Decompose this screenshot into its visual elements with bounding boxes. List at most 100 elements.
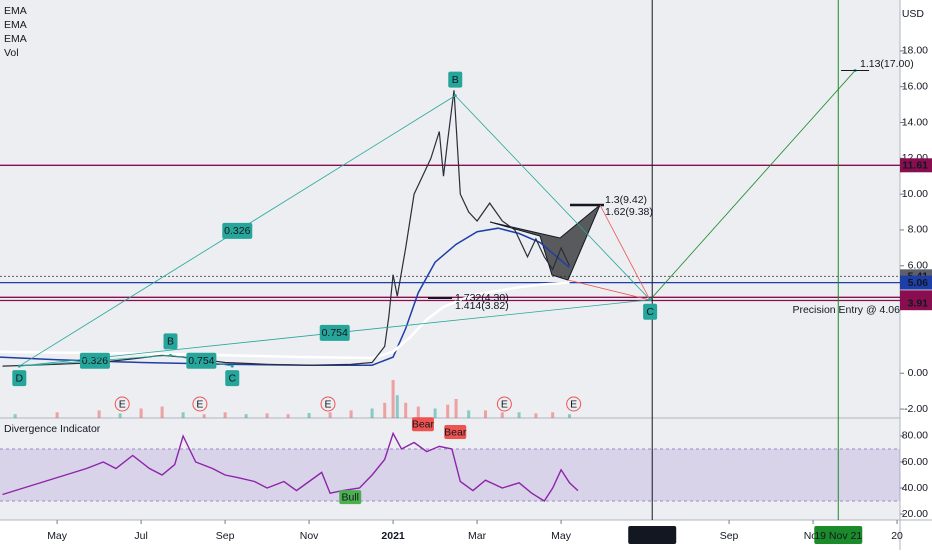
y-tick-label: 40.00: [902, 482, 928, 494]
volume-bar: [395, 395, 399, 418]
point-label: B: [452, 74, 459, 86]
ratio-label: 0.754: [322, 327, 348, 339]
pattern-point: [17, 364, 21, 368]
signal-label: Bull: [341, 491, 359, 503]
volume-bar: [223, 412, 227, 418]
projection-line: [599, 204, 651, 301]
x-tick-label: 20: [891, 530, 903, 542]
earnings-marker: [320, 396, 336, 412]
volume-bar: [446, 404, 450, 418]
ratio-box: [79, 352, 110, 369]
volume-bar: [13, 414, 17, 418]
time-axis-background: [0, 520, 932, 550]
volume-bar: [404, 402, 408, 418]
volume-bar: [328, 412, 332, 418]
volume-bar: [534, 413, 538, 418]
volume-bar: [567, 414, 571, 418]
volume-bar: [55, 412, 59, 418]
x-tick-label: Sep: [216, 530, 235, 542]
signal-label: Bear: [444, 426, 467, 438]
point-label: C: [646, 306, 654, 318]
point-label: B: [167, 336, 174, 348]
x-tick-label: Jul: [134, 530, 147, 542]
volume-bar: [349, 410, 353, 418]
annotation: 1.13(17.00): [860, 58, 914, 70]
indicator-band: [0, 448, 900, 502]
volume-bar: [181, 412, 185, 418]
signal-box: [411, 417, 434, 432]
earnings-marker: [192, 396, 208, 412]
point-box: [12, 370, 27, 387]
point-box: [448, 71, 463, 88]
level-label: 5.06: [908, 277, 929, 289]
pattern-segment: [649, 70, 856, 301]
time-marker-label: 19 Nov 21: [814, 530, 862, 542]
volume-bar: [286, 414, 290, 418]
ema-line: [0, 227, 570, 366]
y-tick-label: 0.00: [908, 367, 929, 379]
point-box: [163, 333, 178, 350]
earnings-label: E: [324, 398, 331, 410]
currency-label: USD: [902, 8, 925, 20]
annotation: 1.414(3.82): [455, 300, 509, 312]
ratio-label: 0.326: [82, 355, 108, 367]
y-tick-label: 80.00: [902, 430, 928, 442]
y-tick-label: 6.00: [908, 260, 929, 272]
y-tick-label: 16.00: [902, 80, 928, 92]
pattern-point: [169, 353, 173, 357]
projection-line: [567, 279, 651, 301]
volume-bar: [244, 414, 248, 418]
y-tick-label: 10.00: [902, 188, 928, 200]
x-tick-label: Sep: [720, 530, 739, 542]
point-label: C: [228, 372, 236, 384]
level-box: [900, 296, 932, 311]
annotation: 1.732(4.30): [455, 292, 509, 304]
legend-label: EMA: [4, 19, 27, 31]
signal-box: [444, 425, 467, 440]
volume-bar: [265, 413, 269, 418]
earnings-label: E: [119, 398, 126, 410]
legend-label: EMA: [4, 33, 27, 45]
y-tick-label: 60.00: [902, 456, 928, 468]
indicator-title: Divergence Indicator: [4, 423, 101, 435]
volume-bar: [202, 414, 206, 418]
y-tick-label: 8.00: [908, 224, 929, 236]
volume-bar: [500, 412, 504, 418]
point-box: [225, 370, 240, 387]
indicator-line: [2, 431, 579, 502]
pattern-point: [230, 364, 234, 368]
volume-bar: [370, 408, 374, 418]
volume-bar: [433, 408, 437, 418]
x-tick-label: May: [551, 530, 572, 542]
earnings-label: E: [196, 398, 203, 410]
legend-label: Vol: [4, 47, 19, 59]
ratio-box: [186, 352, 217, 369]
point-label: D: [16, 372, 24, 384]
earnings-label: E: [570, 398, 577, 410]
level-label: 3.91: [908, 297, 929, 309]
volume-bar: [307, 413, 311, 418]
y-tick-label: 14.00: [902, 116, 928, 128]
time-marker-label: 06 Jul 21: [631, 530, 674, 542]
annotation: Precision Entry @ 4.06: [792, 304, 900, 316]
x-tick-label: May: [47, 530, 68, 542]
earnings-marker: [566, 396, 582, 412]
volume-bar: [391, 380, 395, 418]
volume-bar: [467, 410, 471, 418]
ratio-box: [319, 324, 350, 341]
volume-bar: [383, 402, 387, 418]
ratio-box: [222, 222, 253, 239]
y-tick-label: -2.00: [904, 403, 928, 415]
x-tick-label: Mar: [468, 530, 487, 542]
level-box: [900, 158, 932, 173]
earnings-label: E: [501, 398, 508, 410]
volume-bar: [551, 412, 555, 418]
volume-bar: [118, 413, 122, 418]
level-box: [900, 275, 932, 290]
legend-label: EMA: [4, 5, 27, 17]
pattern-point: [648, 298, 652, 302]
earnings-marker: [114, 396, 130, 412]
x-tick-label: 2021: [381, 530, 405, 542]
